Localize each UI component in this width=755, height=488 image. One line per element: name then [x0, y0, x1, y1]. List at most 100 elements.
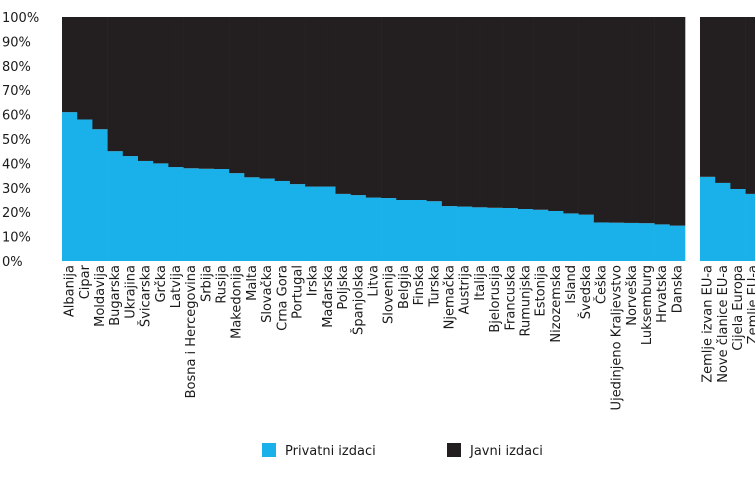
- y-tick-label: 80%: [2, 60, 31, 75]
- x-category-label: Nove članice EU-a: [716, 265, 731, 383]
- y-tick-label: 90%: [2, 35, 31, 50]
- x-category-label: Bugarska: [108, 265, 123, 326]
- bar-segment-public: [274, 17, 291, 181]
- x-category-label: Španjolska: [350, 265, 366, 335]
- y-tick-label: 40%: [2, 157, 31, 172]
- bar-segment-private: [624, 222, 640, 261]
- bar-segment-public: [426, 17, 443, 202]
- bar-segment-private: [77, 119, 93, 261]
- bar-segment-public: [593, 17, 610, 223]
- bar-segment-public: [730, 17, 746, 190]
- bar-segment-private: [457, 206, 473, 261]
- bar-segment-private: [441, 206, 458, 261]
- bar-segment-private: [502, 208, 519, 261]
- bar-segment-private: [213, 169, 230, 261]
- bar-segment-public: [502, 17, 519, 209]
- bar-segment-private: [168, 167, 184, 261]
- bar-segment-private: [92, 129, 108, 261]
- x-category-label: Austrija: [458, 265, 473, 315]
- bar-segment-public: [548, 17, 564, 211]
- bar-segment-public: [107, 17, 124, 152]
- y-tick-label: 50%: [2, 133, 31, 148]
- bar-segment-public: [92, 17, 108, 130]
- bar-segment-private: [289, 184, 306, 261]
- bar-segment-private: [563, 213, 579, 261]
- bar-segment-private: [609, 222, 625, 261]
- bar-segment-private: [548, 210, 564, 261]
- bar-segment-private: [365, 197, 382, 261]
- bar-segment-public: [137, 17, 154, 161]
- bar-segment-private: [700, 176, 716, 261]
- bar-segment-private: [335, 193, 352, 261]
- bar-segment-private: [533, 209, 549, 261]
- x-category-label: Njemačka: [442, 265, 457, 329]
- bar-segment-public: [472, 17, 488, 208]
- x-category-label: Malta: [245, 265, 260, 301]
- x-category-label: Latvija: [169, 265, 184, 308]
- bar-segment-private: [593, 222, 610, 261]
- bar-segment-private: [715, 182, 731, 261]
- bar-segment-public: [62, 17, 78, 113]
- bar-segment-public: [168, 17, 184, 168]
- x-category-label: Zemlje izvan EU-a: [701, 265, 716, 383]
- x-category-label: Cipar: [78, 264, 93, 299]
- x-category-label: Crna Gora: [275, 265, 290, 331]
- bar-segment-public: [578, 17, 595, 215]
- bars: [62, 17, 755, 261]
- legend-swatch-private: [262, 443, 276, 457]
- bar-segment-private: [411, 200, 427, 261]
- bar-segment-public: [213, 17, 230, 170]
- bar-segment-public: [609, 17, 625, 223]
- bar-segment-public: [517, 17, 534, 210]
- x-category-label: Turska: [427, 265, 442, 308]
- bar-segment-private: [320, 186, 336, 261]
- x-category-label: Finska: [412, 265, 427, 305]
- x-category-label: Hrvatska: [655, 265, 670, 323]
- bar-segment-private: [381, 198, 397, 261]
- x-category-label: Rumunjska: [518, 265, 533, 336]
- bar-segment-private: [669, 225, 686, 261]
- bar-segment-public: [198, 17, 215, 169]
- y-tick-label: 10%: [2, 231, 31, 246]
- x-category-label: Nizozemska: [549, 265, 564, 343]
- x-category-label: Cijela Europa: [731, 265, 746, 351]
- x-category-label: Slovačka: [260, 265, 275, 323]
- bar-segment-public: [350, 17, 367, 196]
- bar-segment-public: [365, 17, 382, 198]
- x-category-label: Litva: [367, 265, 382, 297]
- x-category-label: Italija: [473, 265, 488, 301]
- x-category-label: Poljska: [336, 265, 351, 310]
- x-category-label: Irska: [306, 265, 321, 296]
- bar-segment-private: [350, 195, 367, 261]
- bar-segment-private: [274, 180, 291, 261]
- x-category-label: Slovenija: [382, 265, 397, 324]
- x-category-label: Portugal: [291, 265, 306, 319]
- x-category-label: Bjelorusija: [488, 265, 503, 333]
- bar-segment-public: [639, 17, 655, 224]
- x-category-label: Makedonija: [230, 265, 245, 339]
- bar-segment-public: [229, 17, 245, 174]
- y-tick-label: 70%: [2, 84, 31, 99]
- bar-segment-private: [426, 201, 443, 261]
- x-category-label: Švedska: [578, 265, 594, 319]
- x-category-label: Mađarska: [321, 265, 336, 328]
- bar-segment-public: [244, 17, 260, 178]
- bar-segment-private: [654, 224, 671, 261]
- x-category-label: Zemlje EU-a: [746, 265, 755, 344]
- bar-segment-public: [533, 17, 549, 210]
- x-category-label: Ukrajina: [123, 265, 138, 319]
- bar-segment-private: [137, 160, 154, 261]
- bar-segment-public: [700, 17, 716, 177]
- bar-segment-private: [62, 112, 78, 261]
- x-category-label: Češka: [593, 265, 609, 304]
- bar-segment-public: [335, 17, 352, 194]
- bar-segment-public: [305, 17, 321, 187]
- x-category-label: Norveška: [625, 265, 640, 326]
- legend: Privatni izdaci Javni izdaci: [262, 443, 543, 459]
- bar-segment-private: [153, 163, 169, 261]
- bar-segment-private: [396, 200, 412, 261]
- bar-segment-public: [457, 17, 473, 207]
- bar-segment-public: [259, 17, 276, 179]
- bar-segment-private: [107, 151, 124, 261]
- bar-segment-public: [745, 17, 755, 194]
